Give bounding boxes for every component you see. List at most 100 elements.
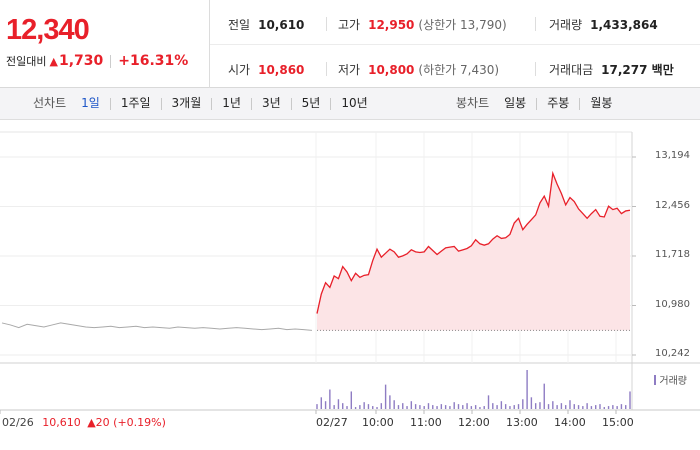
volume-bar bbox=[333, 405, 335, 409]
volume-bar bbox=[496, 405, 498, 409]
high-value: 12,950 bbox=[368, 18, 415, 32]
volume-label: 거래량 bbox=[549, 18, 583, 32]
volume-bar bbox=[474, 405, 477, 409]
volume-bar bbox=[582, 406, 584, 409]
high-stat: 고가 12,950 (상한가 13,790) bbox=[338, 16, 507, 33]
candle-tab-2[interactable]: 월봉 bbox=[590, 96, 613, 110]
line-chart-periods: 선차트 1일 1주일 3개월 1년 3년 5년 10년 bbox=[33, 88, 369, 120]
volume-bar bbox=[560, 403, 563, 409]
x-tick-label: 14:00 bbox=[554, 416, 586, 429]
volume-bar bbox=[414, 404, 417, 409]
volume-bar bbox=[376, 407, 378, 409]
current-price-box: 12,340 전일대비 ▲ 1,730 +16.31% bbox=[0, 0, 210, 88]
volume-bar bbox=[603, 407, 605, 409]
volume-bar bbox=[444, 405, 447, 409]
x-tick-label: 12:00 bbox=[458, 416, 490, 429]
divider bbox=[210, 44, 700, 45]
period-tab-2[interactable]: 3개월 bbox=[171, 96, 202, 110]
change-percent: +16.31% bbox=[118, 53, 189, 69]
volume-bar bbox=[543, 383, 545, 409]
chart-toolbar: 선차트 1일 1주일 3개월 1년 3년 5년 10년 봉차트 일봉 주봉 월봉 bbox=[0, 88, 700, 120]
volume-bar bbox=[436, 406, 438, 409]
volume-bar bbox=[320, 397, 322, 409]
volume-bar bbox=[607, 406, 610, 409]
volume-bar bbox=[556, 405, 558, 409]
volume-stat: 거래량 1,433,864 bbox=[549, 16, 658, 33]
candle-chart-title: 봉차트 bbox=[456, 96, 490, 110]
volume-bar bbox=[359, 405, 361, 409]
low-stat: 저가 10,800 (하한가 7,430) bbox=[338, 61, 499, 78]
volume-bar bbox=[427, 403, 430, 409]
low-label: 저가 bbox=[338, 63, 361, 77]
prev-day-change: ▲20 (+0.19%) bbox=[87, 416, 166, 429]
volume-bar bbox=[552, 401, 554, 409]
price-chart: 13,194 12,456 11,718 10,980 10,242 02/27 10:0… bbox=[0, 120, 700, 450]
open-value: 10,860 bbox=[258, 63, 305, 77]
candle-tab-1[interactable]: 주봉 bbox=[547, 96, 570, 110]
volume-bar bbox=[316, 404, 318, 409]
period-tab-0[interactable]: 1일 bbox=[81, 96, 100, 110]
volume-bar bbox=[419, 405, 421, 409]
volume-bar bbox=[380, 403, 383, 409]
volume-bar bbox=[594, 405, 597, 409]
volume-bar bbox=[397, 405, 400, 409]
period-tab-5[interactable]: 5년 bbox=[301, 96, 321, 110]
open-label: 시가 bbox=[228, 63, 251, 77]
candle-tab-0[interactable]: 일봉 bbox=[504, 96, 527, 110]
volume-bar bbox=[470, 406, 473, 409]
volume-bar bbox=[350, 391, 353, 409]
volume-bar bbox=[466, 403, 468, 409]
period-tab-3[interactable]: 1년 bbox=[222, 96, 241, 110]
volume-swatch bbox=[654, 374, 657, 385]
quote-summary: 12,340 전일대비 ▲ 1,730 +16.31% 전일 10,610 고가… bbox=[0, 0, 700, 88]
price-change: 전일대비 ▲ 1,730 +16.31% bbox=[6, 53, 188, 69]
divider bbox=[579, 98, 581, 110]
y-tick-label: 11,718 bbox=[655, 249, 690, 260]
volume-bar bbox=[586, 403, 588, 409]
x-tick-label: 11:00 bbox=[410, 416, 442, 429]
volume-bar bbox=[462, 405, 464, 409]
period-tab-6[interactable]: 10년 bbox=[341, 96, 368, 110]
period-tab-4[interactable]: 3년 bbox=[261, 96, 281, 110]
volume-legend: 거래량 bbox=[654, 372, 687, 387]
volume-value: 1,433,864 bbox=[590, 18, 658, 32]
change-value: 1,730 bbox=[58, 53, 104, 69]
volume-bar bbox=[389, 395, 391, 409]
volume-bar bbox=[406, 406, 408, 409]
volume-bar bbox=[625, 405, 627, 409]
volume-bar bbox=[573, 404, 575, 409]
line-chart-title: 선차트 bbox=[33, 96, 67, 110]
prev-close-label: 전일 bbox=[228, 18, 251, 32]
divider bbox=[536, 98, 538, 110]
y-tick-label: 12,456 bbox=[655, 199, 690, 211]
y-tick-label: 13,194 bbox=[655, 150, 690, 161]
low-value: 10,800 bbox=[368, 63, 415, 77]
volume-bar bbox=[509, 406, 511, 409]
period-tab-1[interactable]: 1주일 bbox=[120, 96, 151, 110]
chart-canvas bbox=[0, 131, 700, 414]
volume-bar bbox=[449, 406, 451, 409]
volume-bar bbox=[599, 404, 601, 409]
amount-stat: 거래대금 17,277 백만 bbox=[549, 61, 674, 78]
divider bbox=[109, 98, 111, 110]
divider bbox=[110, 54, 112, 68]
prev-day-info: 02/26 10,610 ▲20 (+0.19%) bbox=[2, 416, 166, 429]
volume-bar bbox=[569, 400, 571, 409]
volume-bar bbox=[620, 404, 623, 409]
volume-bar bbox=[612, 405, 614, 409]
divider bbox=[326, 62, 327, 76]
volume-bar bbox=[564, 405, 567, 409]
volume-bar bbox=[483, 406, 485, 409]
prev-close-value: 10,610 bbox=[258, 18, 305, 32]
volume-bar bbox=[590, 406, 593, 409]
x-tick-label: 02/27 bbox=[316, 416, 348, 429]
volume-bar bbox=[372, 406, 374, 409]
divider bbox=[535, 62, 536, 76]
volume-bar bbox=[423, 406, 425, 409]
amount-value: 17,277 백만 bbox=[601, 63, 674, 77]
volume-bar bbox=[363, 402, 365, 409]
volume-bar bbox=[410, 401, 413, 409]
volume-bar bbox=[500, 401, 503, 409]
volume-bar bbox=[346, 406, 348, 409]
divider bbox=[290, 98, 292, 110]
